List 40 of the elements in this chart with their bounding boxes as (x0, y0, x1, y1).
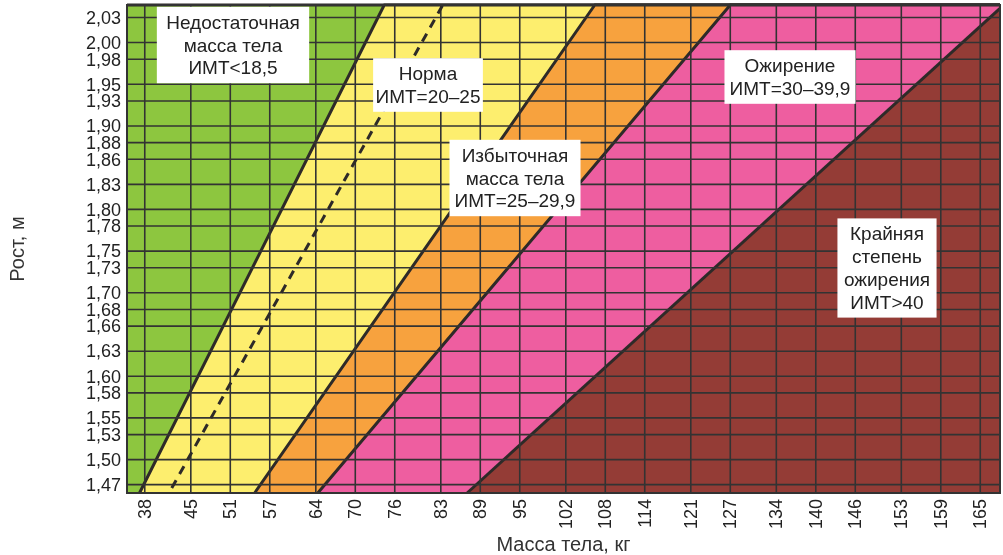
y-tick-label: 1,47 (85, 474, 121, 495)
y-tick-label: 1,90 (85, 116, 121, 137)
x-tick-label: 95 (509, 499, 530, 520)
x-tick-label: 102 (555, 499, 576, 530)
x-tick-label: 38 (134, 499, 155, 520)
x-tick-label: 127 (720, 499, 741, 530)
y-tick-label: 1,70 (85, 283, 121, 304)
annotation: Избыточная масса тела ИМТ=25–29,9 (454, 144, 576, 212)
x-axis-title: Масса тела, кг (496, 533, 631, 555)
annotation: Крайняя степень ожирения ИМТ>40 (843, 223, 931, 313)
y-axis-title: Рост, м (6, 216, 28, 282)
y-tick-label: 1,55 (85, 408, 121, 429)
annotation: Недостаточная масса тела ИМТ<18,5 (166, 11, 300, 79)
x-tick-label: 134 (766, 499, 787, 530)
y-tick-label: 1,83 (85, 174, 121, 195)
x-tick-label: 57 (259, 499, 280, 520)
x-tick-label: 121 (680, 499, 701, 530)
x-tick-label: 89 (470, 499, 491, 520)
annotation: Ожирение ИМТ=30–39,9 (729, 55, 851, 100)
annotation: Норма ИМТ=20–25 (375, 63, 481, 108)
y-tick-label: 1,60 (85, 366, 121, 387)
y-tick-label: 1,95 (85, 74, 121, 95)
x-tick-label: 114 (634, 499, 655, 528)
x-tick-label: 108 (595, 499, 616, 530)
x-tick-label: 70 (345, 499, 366, 520)
x-tick-label: 159 (930, 499, 951, 530)
x-tick-label: 146 (845, 499, 866, 530)
y-tick-label: 2,03 (85, 7, 121, 28)
y-tick-label: 1,80 (85, 199, 121, 220)
x-tick-label: 45 (180, 499, 201, 520)
x-tick-label: 153 (891, 499, 912, 530)
y-tick-label: 1,63 (85, 341, 121, 362)
x-tick-label: 51 (220, 499, 241, 520)
x-tick-label: 83 (430, 499, 451, 520)
y-tick-label: 2,00 (85, 32, 121, 53)
x-tick-label: 76 (384, 499, 405, 520)
x-tick-label: 64 (305, 499, 326, 520)
x-tick-label: 165 (970, 499, 991, 530)
x-tick-label: 140 (805, 499, 826, 530)
y-tick-label: 1,50 (85, 449, 121, 470)
